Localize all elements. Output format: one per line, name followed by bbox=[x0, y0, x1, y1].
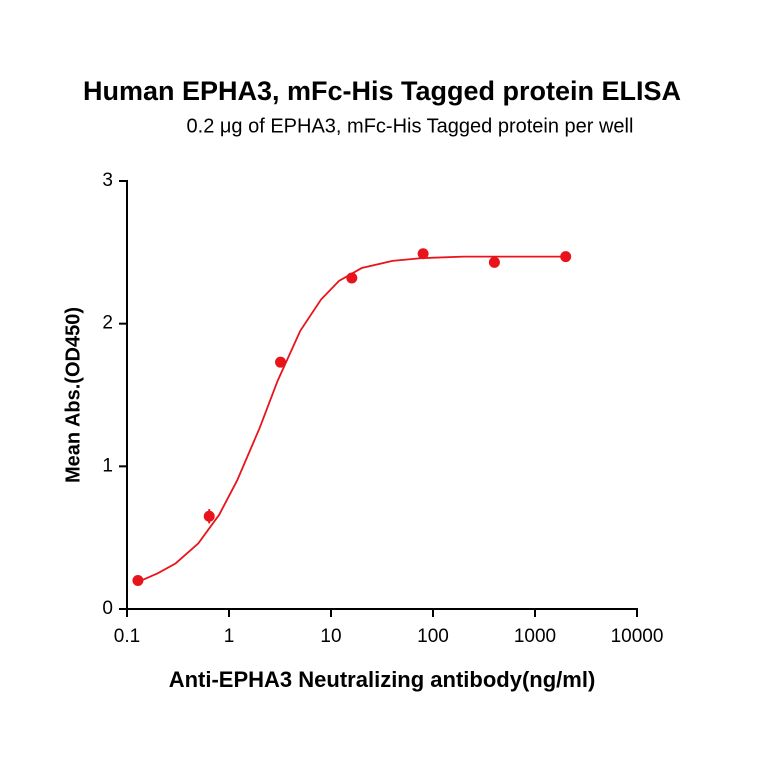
x-tick-label: 10000 bbox=[611, 626, 664, 647]
data-point bbox=[203, 510, 215, 522]
data-point bbox=[417, 248, 429, 260]
data-point bbox=[560, 251, 572, 263]
data-point bbox=[132, 574, 144, 586]
x-tick-label: 1000 bbox=[514, 626, 556, 647]
y-axis-label: Mean Abs.(OD450) bbox=[62, 307, 84, 483]
data-point bbox=[275, 356, 287, 368]
chart-title: Human EPHA3, mFc-His Tagged protein ELIS… bbox=[83, 76, 681, 106]
x-tick-label: 10 bbox=[320, 626, 341, 647]
y-tick-label: 1 bbox=[102, 455, 113, 476]
y-tick-label: 2 bbox=[102, 313, 113, 334]
x-tick-label: 1 bbox=[224, 626, 235, 647]
y-tick-label: 3 bbox=[102, 170, 113, 191]
x-axis-label: Anti-EPHA3 Neutralizing antibody(ng/ml) bbox=[169, 667, 596, 692]
y-tick-label: 0 bbox=[102, 598, 113, 619]
fit-curve bbox=[137, 255, 566, 583]
chart-subtitle: 0.2 μg of EPHA3, mFc-His Tagged protein … bbox=[187, 115, 634, 137]
x-tick-label: 0.1 bbox=[114, 626, 140, 647]
data-point bbox=[346, 272, 358, 284]
data-point bbox=[488, 256, 500, 268]
x-tick-label: 100 bbox=[417, 626, 449, 647]
